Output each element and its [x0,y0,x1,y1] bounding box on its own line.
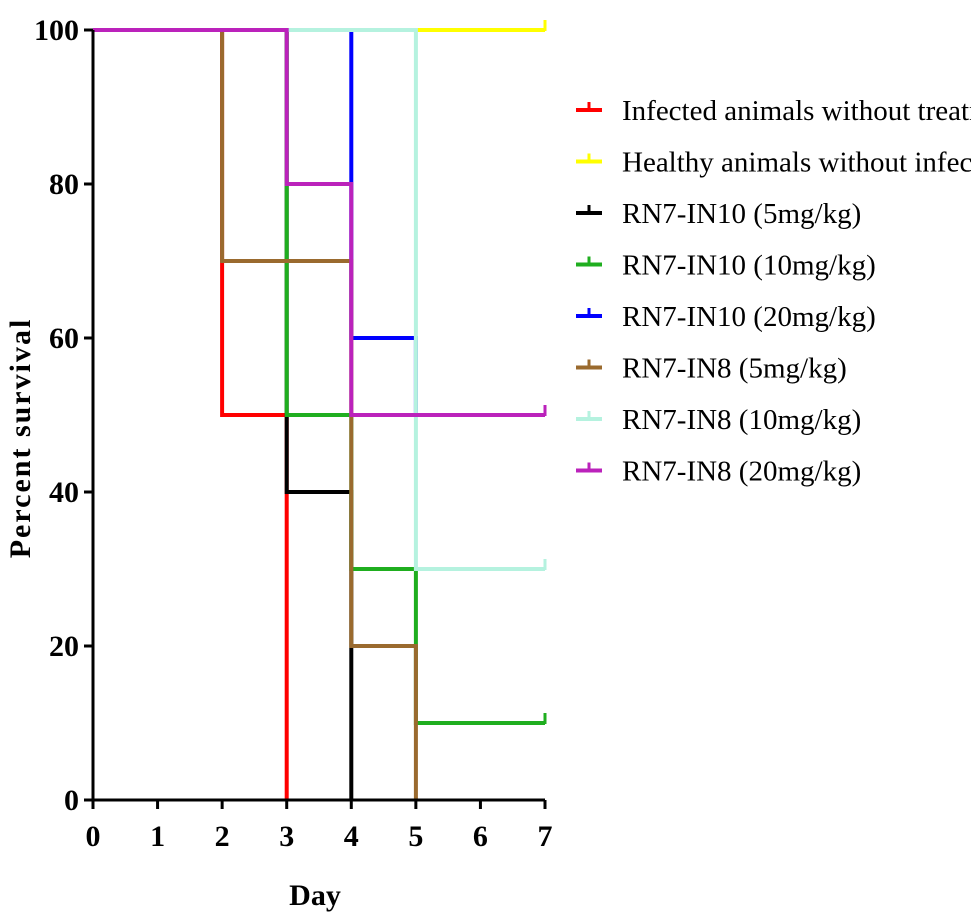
y-tick-label: 0 [64,784,79,817]
y-tick-label: 100 [34,14,79,47]
series-line-4 [93,28,545,725]
series-layer [93,20,547,800]
tick-labels: 0 1 2 3 4 5 6 7 0 20 40 60 80 100 [34,14,553,853]
legend-label: RN7-IN8 (10mg/kg) [622,404,861,436]
legend-label: RN7-IN10 (10mg/kg) [622,250,876,282]
series-line-5 [93,28,545,417]
legend-label: RN7-IN8 (5mg/kg) [622,353,847,385]
y-tick-label: 80 [49,168,79,201]
y-axis-title: Percent survival [4,318,37,559]
legend-label: RN7-IN8 (20mg/kg) [622,456,861,488]
legend: Infected animals without treatment Health… [576,95,971,488]
series-line-7 [93,28,545,571]
x-axis-title: Day [289,879,341,912]
x-tick-label: 4 [344,820,359,853]
y-tick-label: 60 [49,322,79,355]
legend-label: Infected animals without treatment [622,95,971,127]
legend-label: RN7-IN10 (20mg/kg) [622,301,876,333]
x-tick-label: 3 [279,820,294,853]
series-line-8 [93,28,545,417]
x-tick-label: 7 [538,820,553,853]
x-tick-label: 2 [215,820,230,853]
series-line-1 [93,28,289,800]
legend-label: Healthy animals without infection [622,147,971,179]
legend-label: RN7-IN10 (5mg/kg) [622,198,861,230]
y-tick-label: 40 [49,476,79,509]
axes [84,28,547,809]
x-tick-label: 0 [86,820,101,853]
x-tick-label: 1 [150,820,165,853]
x-tick-label: 5 [408,820,423,853]
y-tick-label: 20 [49,630,79,663]
x-tick-label: 6 [473,820,488,853]
